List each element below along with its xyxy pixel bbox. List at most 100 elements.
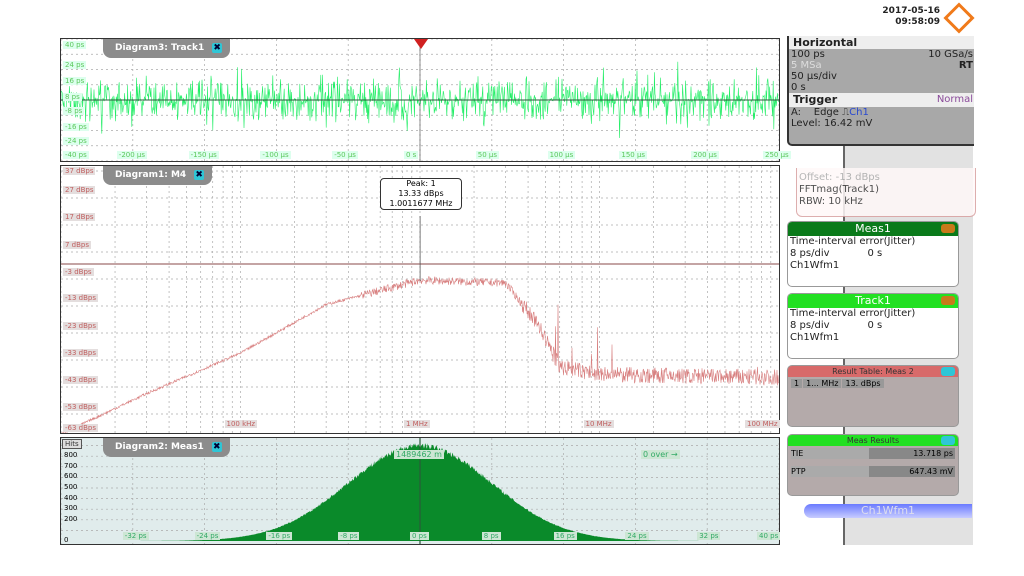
x-axis-label: -50 µs: [332, 151, 358, 159]
x-axis-label: -24 ps: [194, 532, 221, 540]
y-axis-label: 24 ps: [63, 61, 87, 69]
diagram3-tab[interactable]: Diagram3: Track1 ✖: [103, 39, 231, 58]
y-axis-label: -13 dBps: [63, 294, 98, 302]
trigger-title: Trigger: [793, 93, 838, 106]
fft-panel[interactable]: Offset: -13 dBps FFTmag(Track1) RBW: 10 …: [796, 168, 976, 217]
track1-title: Track1: [855, 294, 891, 307]
y-axis-label: 600: [64, 472, 78, 481]
trigger-marker-icon[interactable]: [414, 39, 428, 49]
y-axis-label: 700: [64, 461, 78, 470]
y-axis-label: 300: [64, 504, 78, 513]
trigger-type: Edge: [813, 107, 839, 118]
result-name: TIE: [791, 448, 869, 459]
y-axis-label: -8 ps: [63, 107, 85, 115]
result-cell: 1... MHz: [803, 379, 842, 388]
diagram2-tab[interactable]: Diagram2: Meas1 ✖: [103, 438, 230, 457]
track1-scale: 8 ps/div: [790, 320, 830, 331]
meas1-title: Meas1: [855, 222, 891, 235]
diagram1-tab[interactable]: Diagram1: M4 ✖: [103, 166, 213, 185]
minimize-icon[interactable]: [941, 224, 955, 233]
fft-trace: [61, 276, 779, 433]
ch1wfm1-label: Ch1Wfm1: [860, 504, 916, 517]
close-icon[interactable]: ✖: [194, 170, 205, 180]
y-axis-label: 27 dBps: [63, 186, 96, 194]
trigger-mode: Normal: [936, 94, 973, 105]
result-table-title: Result Table: Meas 2: [832, 367, 914, 376]
y-axis-label: 800: [64, 451, 78, 460]
trigger-source-line: A:: [791, 107, 802, 118]
x-axis-label: -200 µs: [116, 151, 148, 159]
diagram1-title: Diagram1: M4: [115, 170, 187, 180]
horizontal-trigger-panel[interactable]: Horizontal 100 ps 10 GSa/s 5 MSa RT 50 µs/…: [787, 36, 974, 146]
result-cell: 13. dBps: [842, 379, 884, 388]
x-axis-label: 10 MHz: [583, 420, 614, 428]
sample-rate: 10 GSa/s: [928, 49, 973, 60]
x-axis-label: 50 µs: [475, 151, 500, 159]
y-axis-label: -16 ps: [63, 123, 89, 131]
meas1-offset: 0 s: [867, 248, 883, 259]
ch1wfm1-tab[interactable]: Ch1Wfm1: [804, 504, 972, 518]
x-axis-label: -32 ps: [122, 532, 149, 540]
meas-results-panel[interactable]: Meas Results TIE 13.718 ps PTP 647.43 mV: [787, 434, 959, 496]
trigger-channel: Ch1: [849, 107, 869, 118]
histogram-marker: 1489462 m: [394, 450, 444, 459]
track1-offset: 0 s: [867, 320, 883, 331]
x-axis-label: 32 ps: [697, 532, 721, 540]
time: 09:58:09: [895, 17, 940, 27]
datetime: 2017-05-16 09:58:09: [870, 6, 940, 28]
meas-results-title: Meas Results: [846, 436, 900, 445]
minimize-icon[interactable]: [941, 296, 955, 305]
hits-unit: Hits: [62, 439, 82, 449]
diagram3-title: Diagram3: Track1: [115, 43, 205, 53]
x-axis-label: 200 µs: [691, 151, 719, 159]
y-axis-label: -24 ps: [63, 137, 89, 145]
y-axis-label: 7 dBps: [63, 241, 92, 249]
y-axis-label: -40 ps: [63, 151, 89, 159]
y-axis-label: -23 dBps: [63, 322, 98, 330]
result-cell: 1: [791, 379, 803, 388]
x-axis-label: 8 ps: [481, 532, 501, 540]
track1-type: Time-interval error(Jitter): [790, 308, 916, 319]
resolution: 100 ps: [791, 49, 825, 60]
result-table-panel[interactable]: Result Table: Meas 2 1 1... MHz 13. dBps: [787, 365, 959, 427]
y-axis-label: 37 dBps: [63, 167, 96, 175]
acq-mode: RT: [958, 60, 973, 71]
x-axis-label: 250 µs: [763, 151, 791, 159]
diagram2-histogram[interactable]: Hits Diagram2: Meas1 ✖ 1489462 m 0 over →…: [60, 437, 781, 545]
date: 2017-05-16: [882, 6, 940, 16]
trigger-level: Level: 16.42 mV: [791, 118, 873, 129]
close-icon[interactable]: ✖: [212, 43, 223, 53]
close-icon[interactable]: [941, 367, 955, 376]
close-icon[interactable]: ✖: [211, 442, 222, 452]
close-icon[interactable]: [941, 436, 955, 445]
meas1-panel[interactable]: Meas1 Time-interval error(Jitter) 8 ps/d…: [787, 221, 959, 287]
meas1-scale: 8 ps/div: [790, 248, 830, 259]
x-axis-label: -100 µs: [260, 151, 291, 159]
y-axis-label: -3 dBps: [63, 268, 94, 276]
y-axis-label: 400: [64, 493, 78, 502]
fft-offset: Offset: -13 dBps: [799, 172, 880, 183]
overflow-indicator: 0 over →: [641, 450, 680, 459]
x-axis-label: 100 MHz: [745, 420, 780, 428]
track1-source: Ch1Wfm1: [790, 332, 840, 343]
track1-panel[interactable]: Track1 Time-interval error(Jitter) 8 ps/…: [787, 293, 959, 359]
diagram3-track[interactable]: Diagram3: Track1 ✖ 40 ps 24 ps 16 ps 8 ps -8 …: [60, 38, 791, 162]
y-axis-label: -63 dBps: [63, 424, 98, 432]
diagram2-title: Diagram2: Meas1: [115, 442, 204, 452]
fft-rbw: RBW: 10 kHz: [799, 196, 863, 207]
record-length: 5 MSa: [791, 60, 822, 71]
horizontal-title: Horizontal: [789, 36, 974, 49]
result-value: 13.718 ps: [869, 448, 955, 459]
x-axis-label: -8 ps: [338, 532, 360, 540]
diagram1-fft[interactable]: Diagram1: M4 ✖ Peak: 1 13.33 dBps 1.00116…: [60, 165, 780, 434]
peak-frequency: 1.0011677 MHz: [389, 199, 453, 208]
y-axis-label: 16 ps: [63, 77, 87, 85]
result-name: PTP: [791, 466, 869, 477]
x-axis-label: 100 kHz: [224, 420, 258, 428]
x-axis-label: 150 µs: [619, 151, 648, 159]
x-axis-label: 40 ps: [757, 532, 781, 540]
x-axis-label: 1 MHz: [404, 420, 430, 428]
x-axis-label: 0 ps: [410, 532, 429, 540]
result-value: 647.43 mV: [869, 466, 955, 477]
track-waveform: [61, 61, 779, 139]
